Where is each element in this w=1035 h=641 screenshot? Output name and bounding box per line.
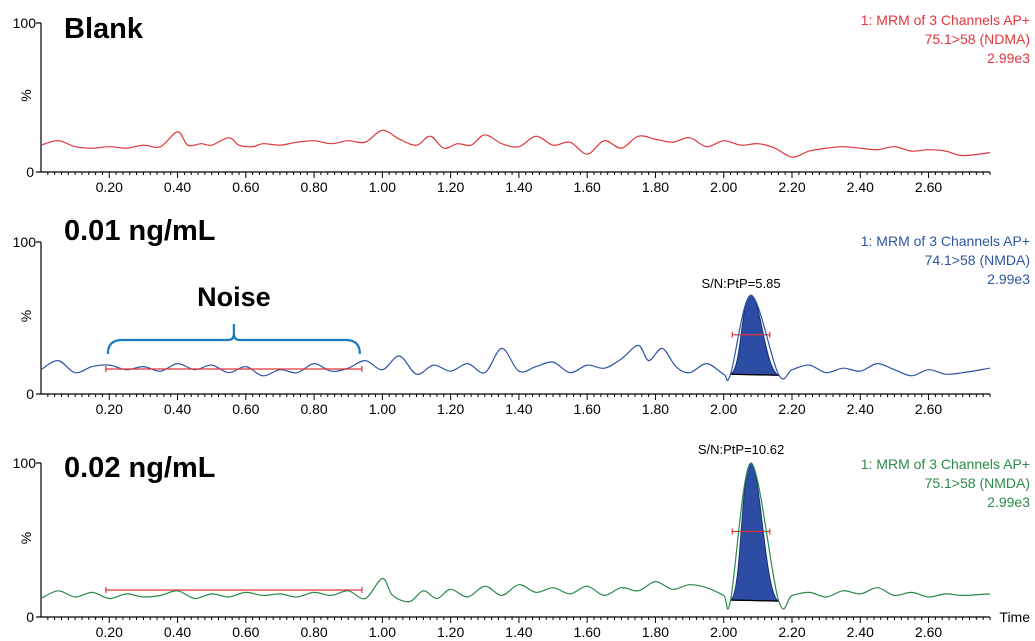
x-axis-label: Time <box>999 609 1030 625</box>
panel-title: 0.02 ng/mL <box>64 452 216 484</box>
x-tick-label: 2.40 <box>847 624 874 640</box>
x-tick-label: 1.80 <box>642 401 669 417</box>
x-tick-label: 2.20 <box>778 401 805 417</box>
y-tick-label-100: 100 <box>13 234 37 250</box>
y-axis-label: % <box>18 532 34 544</box>
channel-info-line: 2.99e3 <box>987 50 1030 66</box>
x-tick-label: 1.60 <box>574 179 601 195</box>
channel-info-line: 1: MRM of 3 Channels AP+ <box>861 233 1030 249</box>
trace-line <box>40 129 991 158</box>
x-tick-label: 0.60 <box>232 179 259 195</box>
noise-label: Noise <box>197 282 271 312</box>
x-tick-label: 2.00 <box>710 624 737 640</box>
x-tick-label: 0.20 <box>96 624 123 640</box>
x-tick-label: 2.60 <box>915 179 942 195</box>
y-axis-label: % <box>18 310 34 322</box>
chart-panel-2: 100 0% 0.20 0.40 0.60 0.80 1.00 1.20 1.40 1.60 1.8… <box>13 442 1031 640</box>
x-tick-label: 0.20 <box>96 401 123 417</box>
x-tick-label: 1.20 <box>437 624 464 640</box>
trace-line <box>40 294 991 382</box>
y-axis-label: % <box>18 89 34 101</box>
x-tick-label: 0.80 <box>300 401 327 417</box>
chart-panel-1: 100 0% 0.20 0.40 0.60 0.80 1.00 1.20 1.40 1.60 1.8… <box>13 215 1031 417</box>
x-tick-label: 1.00 <box>369 401 396 417</box>
peak-baseline <box>730 599 779 602</box>
channel-info-line: 74.1>58 (NMDA) <box>925 252 1030 268</box>
x-tick-label: 2.20 <box>778 624 805 640</box>
chart-panel-0: 100 0% 0.20 0.40 0.60 0.80 1.00 1.20 1.40 1.60 1.8… <box>13 12 1031 195</box>
x-tick-label: 1.60 <box>574 401 601 417</box>
x-tick-label: 2.20 <box>778 179 805 195</box>
channel-info-line: 1: MRM of 3 Channels AP+ <box>861 456 1030 472</box>
x-tick-label: 2.00 <box>710 179 737 195</box>
x-tick-label: 1.40 <box>505 624 532 640</box>
x-tick-label: 2.40 <box>847 401 874 417</box>
x-tick-label: 1.00 <box>369 624 396 640</box>
channel-info-line: 75.1>58 (NDMA) <box>925 31 1030 47</box>
x-tick-label: 2.60 <box>915 624 942 640</box>
channel-info-line: 1: MRM of 3 Channels AP+ <box>861 12 1030 28</box>
channel-info-line: 75.1>58 (NMDA) <box>925 475 1030 491</box>
trace-line <box>40 462 991 610</box>
y-tick-label-0: 0 <box>26 164 34 180</box>
x-tick-label: 0.40 <box>164 624 191 640</box>
x-tick-label: 0.20 <box>96 179 123 195</box>
x-tick-label: 0.40 <box>164 401 191 417</box>
x-tick-label: 0.60 <box>232 624 259 640</box>
panel-title: 0.01 ng/mL <box>64 215 216 247</box>
x-tick-label: 1.20 <box>437 401 464 417</box>
x-tick-label: 0.40 <box>164 179 191 195</box>
x-tick-label: 1.80 <box>642 624 669 640</box>
y-tick-label-100: 100 <box>13 15 37 31</box>
x-tick-label: 2.40 <box>847 179 874 195</box>
x-tick-label: 2.00 <box>710 401 737 417</box>
noise-brace <box>106 324 361 355</box>
x-tick-label: 1.40 <box>505 179 532 195</box>
x-tick-label: 0.80 <box>300 179 327 195</box>
x-tick-label: 1.40 <box>505 401 532 417</box>
signal-to-noise-label: S/N:PtP=10.62 <box>698 442 784 457</box>
channel-info-line: 2.99e3 <box>987 271 1030 287</box>
channel-info-line: 2.99e3 <box>987 494 1030 510</box>
x-tick-label: 0.60 <box>232 401 259 417</box>
peak-baseline <box>730 373 779 376</box>
x-tick-label: 2.60 <box>915 401 942 417</box>
x-tick-label: 1.00 <box>369 179 396 195</box>
panel-title: Blank <box>64 13 144 45</box>
signal-to-noise-label: S/N:PtP=5.85 <box>701 276 780 291</box>
x-tick-label: 1.20 <box>437 179 464 195</box>
y-tick-label-0: 0 <box>26 609 34 625</box>
y-tick-label-100: 100 <box>13 455 37 471</box>
x-tick-label: 1.80 <box>642 179 669 195</box>
y-tick-label-0: 0 <box>26 386 34 402</box>
x-tick-label: 1.60 <box>574 624 601 640</box>
x-tick-label: 0.80 <box>300 624 327 640</box>
